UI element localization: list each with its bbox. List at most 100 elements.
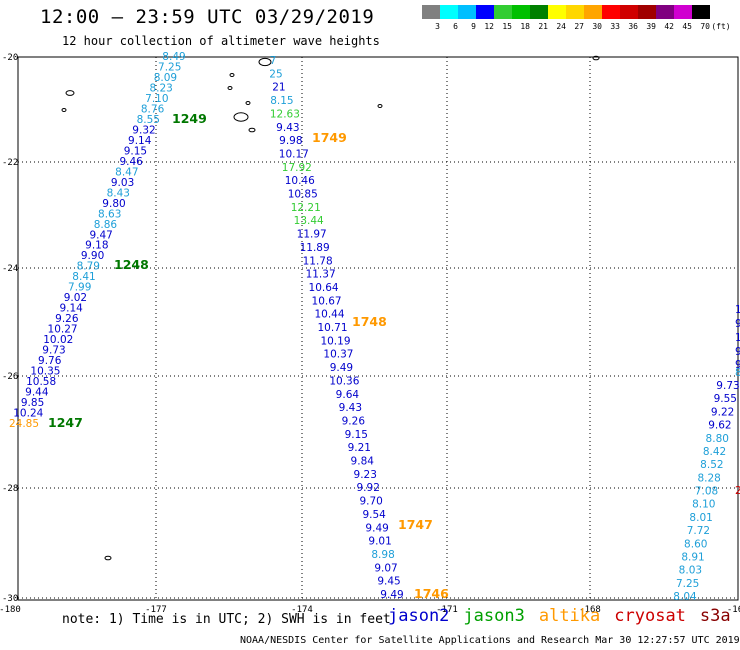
wave-height-value: 8.09 [154,72,177,84]
wave-height-value: 10.19 [320,335,350,347]
wave-height-value-clipped: 9 [735,346,740,358]
wave-height-value: 24.85 [9,418,39,430]
satellite-legend: jason2 jason3 altika cryosat s3a [388,606,740,626]
wave-height-value: 10.71 [317,322,347,334]
color-scale-label: (ft) [711,22,731,31]
wave-height-value: 10.35 [30,366,60,378]
wave-height-value: 9.49 [380,589,403,601]
wave-height-value: 12.21 [291,202,321,214]
wave-height-value: 10.24 [13,408,43,420]
wave-height-value-clipped: 8.6 [735,367,740,379]
wave-height-value: 8.23 [149,82,172,94]
wave-height-value-clipped: 1( [735,304,740,316]
island-outline [65,90,75,96]
wave-height-value: 9.55 [714,393,737,405]
wave-height-value: 10.67 [312,295,342,307]
wave-height-value: 11.97 [297,229,327,241]
wave-height-value: 9.76 [38,355,62,367]
color-scale-label: 15 [502,22,512,31]
x-tick-label: -174 [291,605,313,615]
y-tick-label: -30 [2,594,18,604]
wave-height-value: 8.98 [371,549,394,561]
island-outline [229,73,235,77]
altimeter-tracks: 8.497.258.098.237.108.768.559.329.149.15… [9,51,740,603]
color-swatch [692,5,710,19]
color-swatch [548,5,566,19]
color-scale-label: 36 [628,22,638,31]
wave-height-value: 9.26 [55,313,79,325]
wave-height-value: 9.46 [119,156,143,168]
wave-height-value: 8.91 [681,551,704,563]
wave-height-value: 8.03 [679,565,702,577]
wave-height-value: 9.15 [345,429,368,441]
color-swatch [602,5,620,19]
wave-height-value-clipped: 2 [735,485,740,497]
pass-number-label: 1748 [352,314,387,329]
wave-height-value: 10.58 [26,376,56,388]
wave-height-value: 7.72 [687,525,710,537]
wave-height-value: 9.07 [374,562,397,574]
wave-height-value: 8.43 [107,187,130,199]
wave-height-value: 11.37 [306,269,336,281]
map-grid [17,56,739,601]
wave-height-value: 10.46 [285,175,315,187]
color-scale-label: 21 [538,22,548,31]
wave-height-value: 8.42 [703,446,726,458]
wave-height-value: 8.60 [684,538,707,550]
wave-height-value-clipped: 9.5 [735,359,740,371]
wave-height-value: 8.01 [689,512,712,524]
color-scale-bar [422,5,710,19]
color-swatch [530,5,548,19]
wave-height-value: 8.10 [692,499,715,511]
island-outline [104,555,112,561]
wave-height-value: 10.37 [323,349,353,361]
satellite-legend-item: jason2 [388,606,450,626]
wave-height-value: 8.80 [706,433,729,445]
wave-height-value: 11.89 [300,242,330,254]
wave-height-value: 10.44 [314,309,344,321]
satellite-legend-item: altika [538,606,601,626]
color-swatch [656,5,674,19]
wave-height-value: 9.32 [132,124,155,136]
pass-number-label: 1747 [398,517,433,532]
pass-number-label: 1746 [414,586,449,601]
y-tick-label: -28 [2,484,18,494]
wave-height-value: 8.79 [77,261,100,273]
color-scale-label: 12 [484,22,494,31]
wave-height-value: 9.14 [128,135,152,147]
wave-height-value: 17.92 [282,162,312,174]
wave-height-value: 8.86 [94,219,118,231]
wave-height-value-clipped: 9 [735,318,740,330]
footer-note: note: 1) Time is in UTC; 2) SWH is in fe… [62,612,391,627]
x-tick-label: -180 [0,605,21,615]
wave-height-value: 9.03 [111,177,134,189]
pass-number-label: 1247 [48,415,83,430]
color-scale-label: 3 [435,22,440,31]
color-scale-label: 24 [556,22,566,31]
color-swatch [584,5,602,19]
wave-height-value: 7.08 [695,486,718,498]
wave-height-value: 7.25 [676,578,699,590]
wave-height-value: 12.63 [270,108,300,120]
wave-height-value: 8.15 [270,95,293,107]
wave-height-value: 10.17 [279,148,309,160]
satellite-legend-item: cryosat [614,606,686,626]
island-outline [227,86,233,90]
wave-height-value: 9.02 [64,292,87,304]
wave-height-value: 10.27 [48,324,78,336]
wave-height-value: 10.64 [309,282,339,294]
wave-height-value: 8.49 [162,51,185,63]
color-swatch [458,5,476,19]
wave-height-value: 7.10 [145,93,168,105]
wave-height-value-clipped: 1( [735,332,740,344]
wave-height-value: 9.49 [330,362,353,374]
wave-height-value: 9.54 [362,509,386,521]
color-scale-label: 45 [682,22,692,31]
color-swatch [440,5,458,19]
wave-height-value: 8.63 [98,208,121,220]
wave-height-value: 9.98 [279,135,302,147]
color-scale-label: 18 [520,22,530,31]
island-outline [248,127,256,133]
wave-height-value: 9.43 [276,122,299,134]
color-scale-label: 42 [664,22,674,31]
